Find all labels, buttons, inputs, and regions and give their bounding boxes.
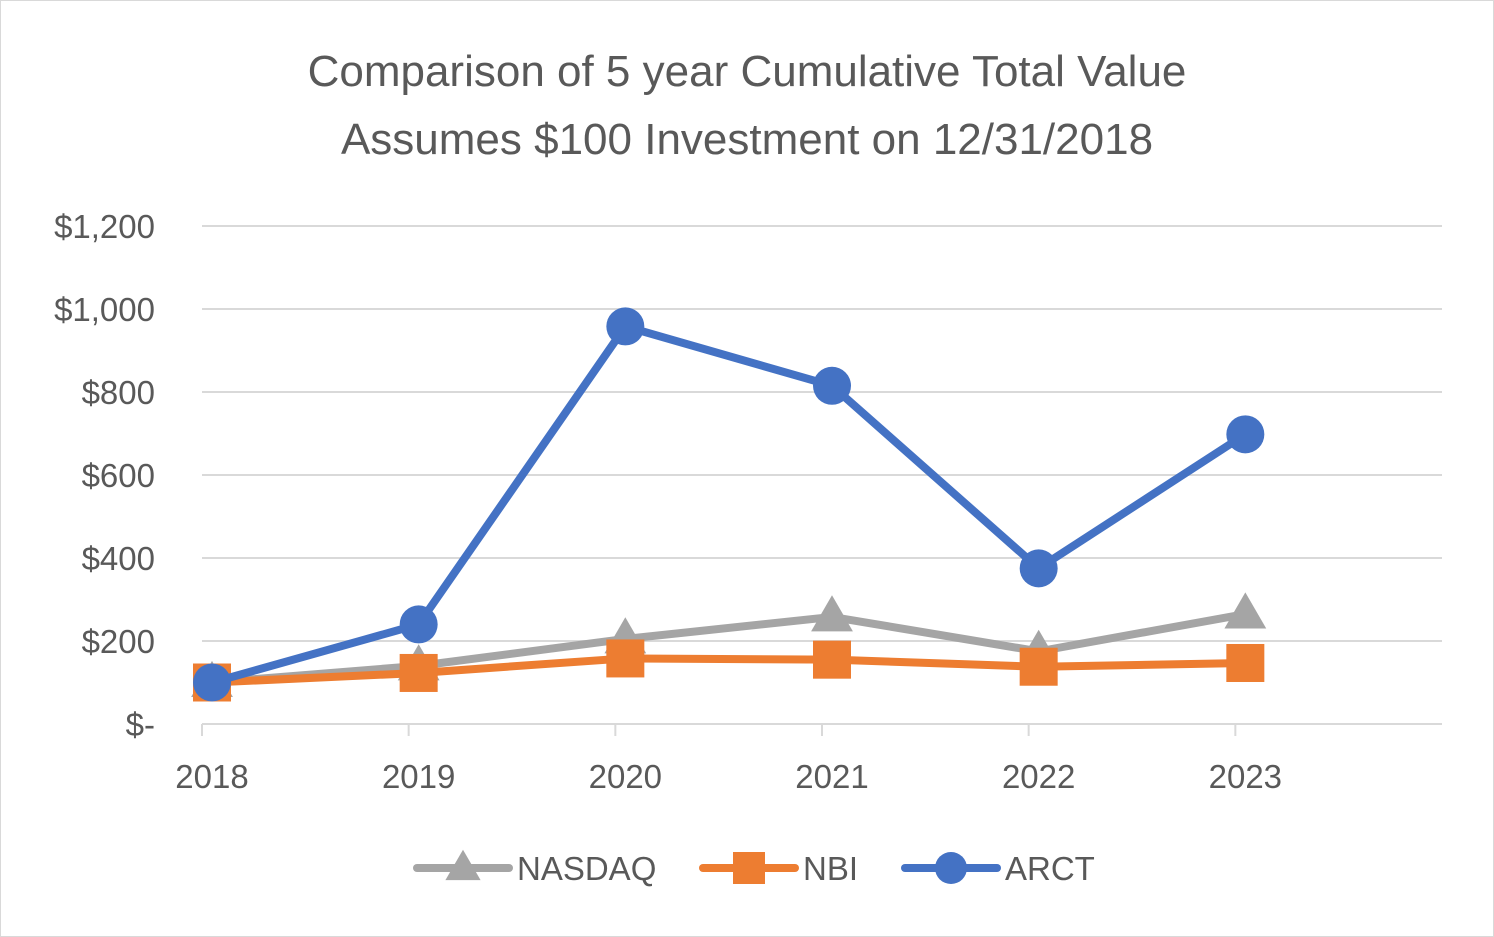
data-point-arct bbox=[606, 307, 645, 346]
y-tick-label: $200 bbox=[82, 623, 155, 660]
chart-title: Comparison of 5 year Cumulative Total Va… bbox=[308, 47, 1187, 96]
data-point-arct bbox=[193, 663, 231, 702]
data-point-nbi bbox=[1226, 643, 1265, 682]
data-point-nasdaq bbox=[811, 595, 853, 632]
series-line-nasdaq bbox=[208, 610, 1250, 687]
legend-label: NBI bbox=[803, 850, 858, 887]
data-point-nasdaq bbox=[1224, 592, 1267, 629]
series-nbi bbox=[193, 639, 1265, 702]
y-tick-label: $800 bbox=[82, 374, 155, 411]
legend-label: NASDAQ bbox=[517, 850, 656, 887]
x-tick-label: 2019 bbox=[382, 758, 455, 795]
x-tick-label: 2020 bbox=[589, 758, 662, 795]
y-tick-label: $1,200 bbox=[54, 208, 155, 245]
data-point-arct bbox=[1019, 549, 1058, 588]
legend-label: ARCT bbox=[1005, 850, 1095, 887]
y-tick-label: $1,000 bbox=[54, 291, 155, 328]
x-tick-label: 2021 bbox=[795, 758, 868, 795]
series-line-nbi bbox=[208, 654, 1250, 687]
series-line-arct bbox=[208, 322, 1250, 687]
y-tick-label: $600 bbox=[82, 457, 155, 494]
x-tick-label: 2022 bbox=[1002, 758, 1075, 795]
chart-subtitle: Assumes $100 Investment on 12/31/2018 bbox=[341, 115, 1153, 164]
legend-item-arct: ARCT bbox=[901, 850, 1095, 887]
y-tick-label: $- bbox=[126, 706, 155, 743]
data-point-arct bbox=[399, 605, 438, 644]
x-tick-label: 2023 bbox=[1209, 758, 1282, 795]
data-point-nbi bbox=[813, 640, 851, 679]
data-point-arct bbox=[1226, 415, 1265, 454]
legend-marker bbox=[445, 849, 481, 881]
x-tick-label: 2018 bbox=[175, 758, 248, 795]
data-point-nbi bbox=[399, 653, 438, 692]
y-tick-label: $400 bbox=[82, 540, 155, 577]
legend-marker bbox=[733, 852, 765, 884]
series-arct bbox=[193, 307, 1265, 702]
legend-item-nasdaq: NASDAQ bbox=[413, 849, 656, 887]
data-point-nbi bbox=[606, 639, 645, 678]
legend-item-nbi: NBI bbox=[699, 850, 858, 887]
data-point-nbi bbox=[1019, 647, 1058, 686]
legend-marker bbox=[935, 852, 967, 884]
data-point-arct bbox=[813, 366, 851, 405]
